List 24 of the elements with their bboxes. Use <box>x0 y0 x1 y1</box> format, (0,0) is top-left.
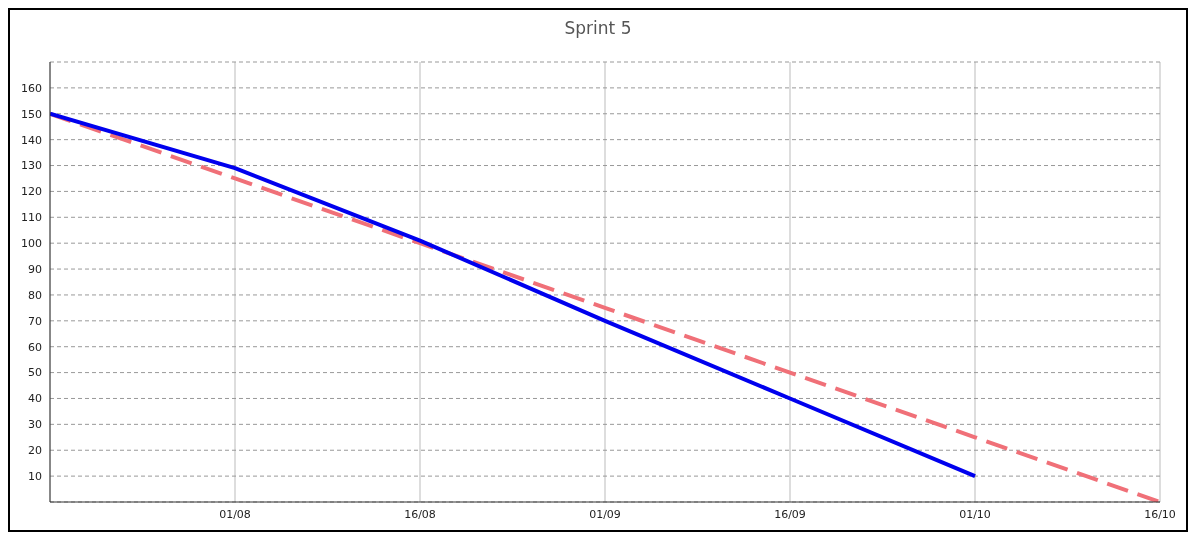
y-tick-label: 110 <box>21 211 42 225</box>
line-series <box>50 111 977 479</box>
y-tick-label: 90 <box>28 262 42 276</box>
y-tick-label: 140 <box>21 133 42 147</box>
chart-title: Sprint 5 <box>563 17 633 40</box>
x-tick-label: 16/08 <box>404 507 436 521</box>
y-tick-label: 70 <box>28 314 42 328</box>
y-tick-label: 20 <box>28 444 42 458</box>
y-tick-label: 130 <box>21 159 42 173</box>
x-tick-label: 16/09 <box>774 507 806 521</box>
y-tick-label: 40 <box>28 392 42 406</box>
y-tick-label: 10 <box>28 470 42 484</box>
y-tick-label: 150 <box>21 107 42 121</box>
y-tick-label: 30 <box>28 418 42 432</box>
x-tick-label: 01/08 <box>219 507 251 521</box>
y-tick-label: 60 <box>28 340 42 354</box>
x-tick-label: 01/09 <box>589 507 621 521</box>
y-tick-label: 80 <box>28 288 42 302</box>
y-tick-label: 100 <box>21 237 42 251</box>
x-tick-label: 16/10 <box>1144 507 1176 521</box>
y-tick-label: 160 <box>21 81 42 95</box>
x-tick-label: 01/10 <box>959 507 991 521</box>
y-tick-label: 120 <box>21 185 42 199</box>
y-tick-label: 50 <box>28 366 42 380</box>
